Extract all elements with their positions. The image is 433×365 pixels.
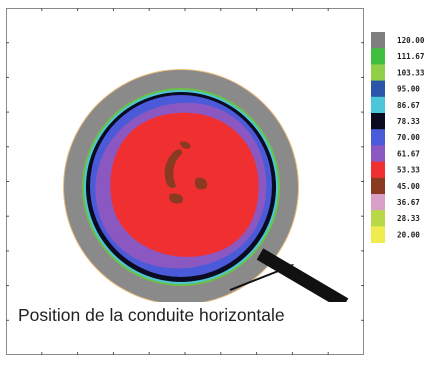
spot-bottom (169, 193, 184, 204)
colorbar-label: 61.67 (397, 149, 420, 158)
spot-arc (164, 149, 183, 189)
colorbar-label: 28.33 (397, 214, 420, 223)
colorbar-swatch (371, 194, 385, 211)
colorbar-label: 95.00 (397, 85, 420, 94)
colorbar-label: 111.67 (397, 52, 424, 61)
colorbar-swatch (371, 226, 385, 243)
colorbar-swatch (371, 113, 385, 130)
arrow-shaft (229, 267, 287, 291)
colorbar-label: 20.00 (397, 230, 420, 239)
spot-top (180, 141, 191, 149)
colorbar-swatch (371, 161, 385, 179)
colorbar: 120.00 111.67 103.33 95.00 86.67 78.33 70.00 61… (371, 32, 425, 243)
colorbar-swatch (371, 145, 385, 162)
colorbar-label: 70.00 (397, 133, 420, 142)
central-spots (164, 141, 208, 204)
colorbar-label: 86.67 (397, 101, 420, 110)
colorbar-label: 120.00 (397, 36, 425, 45)
colorbar-swatch (371, 64, 385, 81)
colorbar-swatch (371, 210, 385, 227)
colorbar-label: 103.33 (397, 68, 425, 77)
colorbar-swatch (371, 32, 385, 49)
colorbar-swatch (371, 129, 385, 146)
colorbar-label: 53.33 (397, 166, 420, 175)
pipe-bar (256, 248, 349, 310)
colorbar-label: 36.67 (397, 198, 420, 207)
spot-right (194, 177, 208, 190)
frame-ticks (6, 8, 364, 355)
pipe-pointer (229, 248, 349, 310)
colorbar-swatch (371, 80, 385, 98)
pipe-cross-section (63, 69, 299, 305)
colorbar-swatch (371, 96, 385, 114)
red-core (110, 112, 259, 257)
colorbar-label: 45.00 (397, 182, 420, 191)
pipe-position-caption: Position de la conduite horizontale (18, 302, 358, 328)
colorbar-label: 78.33 (397, 117, 420, 126)
arrow-head (280, 264, 294, 275)
colorbar-swatch (371, 177, 385, 195)
colorbar-swatch (371, 48, 385, 65)
